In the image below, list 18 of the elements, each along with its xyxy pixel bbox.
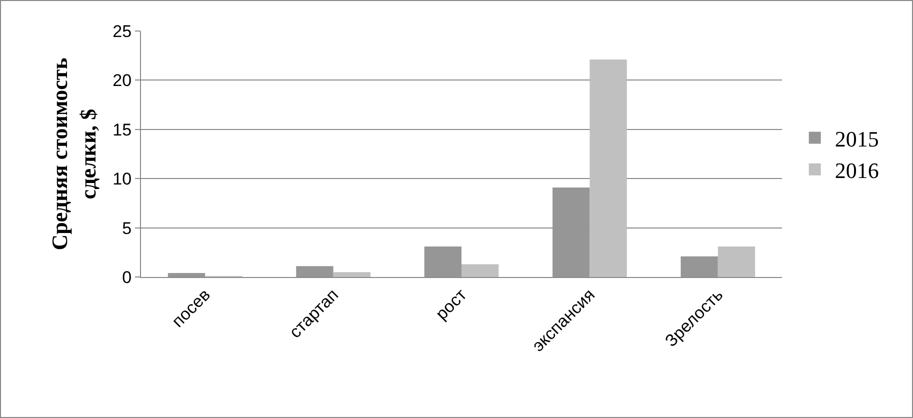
legend-label: 2016 <box>834 158 879 183</box>
y-tick-label: 25 <box>112 22 132 41</box>
legend-label: 2015 <box>834 126 879 152</box>
bar <box>296 266 334 277</box>
bar <box>590 60 627 277</box>
y-tick-label: 0 <box>122 268 132 287</box>
bar <box>552 187 590 277</box>
bar <box>718 246 756 277</box>
bar <box>333 272 370 277</box>
y-tick-label: 20 <box>112 71 132 90</box>
bar <box>424 246 462 277</box>
bar <box>680 256 718 277</box>
y-tick-label: 5 <box>122 218 132 238</box>
y-tick-label: 10 <box>112 170 132 189</box>
y-tick-label: 15 <box>112 120 132 140</box>
bar <box>462 264 499 277</box>
y-axis-title: Средняя стоимость сделки, $ <box>46 57 100 250</box>
bar <box>168 273 206 277</box>
